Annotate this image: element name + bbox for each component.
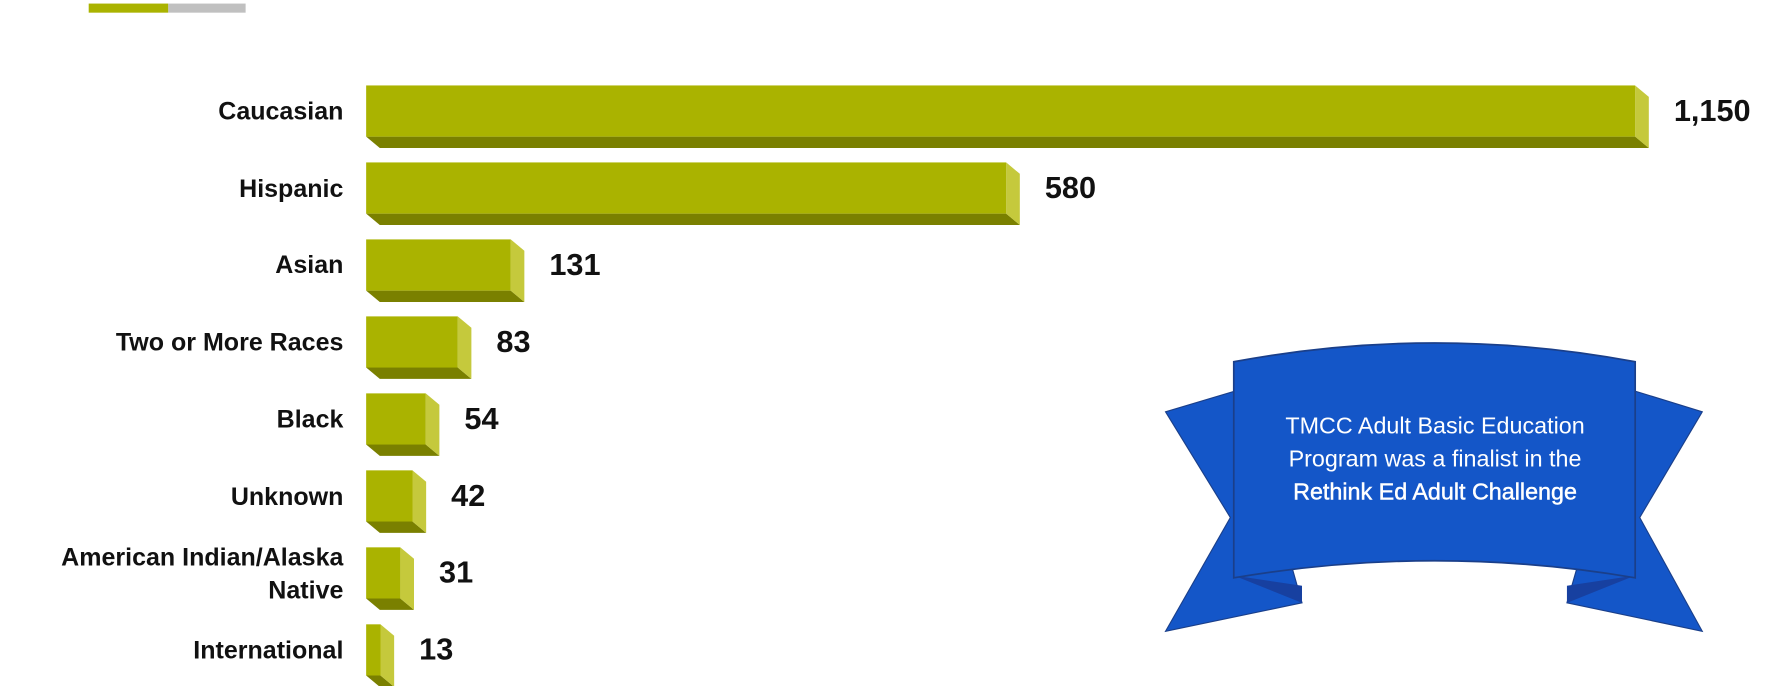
category-label: Asian	[275, 250, 344, 280]
category-label: Two or More Races	[115, 327, 344, 357]
ribbon-fold	[1566, 575, 1636, 603]
ribbon: TMCC Adult Basic Education Program was a…	[1164, 342, 1704, 633]
bars: Caucasian 1,150 Hispanic 580 Asian 131 Two or …	[61, 85, 1751, 687]
category-label: Caucasian	[218, 96, 344, 126]
decor-bar	[168, 3, 246, 13]
bar	[366, 162, 1007, 214]
decor-bar	[88, 3, 169, 13]
value-label: 13	[419, 632, 453, 667]
annotation: TMCC Adult Basic Education Program was a…	[1247, 410, 1622, 509]
bar-side	[1635, 85, 1649, 148]
bar-side	[412, 470, 427, 533]
category-label-box: International	[193, 635, 344, 665]
bar	[366, 316, 458, 368]
bar	[366, 239, 511, 291]
bar-side	[457, 316, 472, 379]
category-label-box: Caucasian	[218, 96, 344, 126]
category-label: Hispanic	[239, 173, 344, 203]
value-label: 42	[451, 478, 485, 513]
ribbon-text-box: TMCC Adult Basic Education Program was a…	[1247, 410, 1622, 509]
category-label-box: American Indian/Alaska Native	[61, 542, 344, 604]
bar-side	[380, 624, 395, 687]
category-label-box: Asian	[275, 250, 344, 280]
bar-bottom	[366, 367, 472, 379]
value-label: 131	[549, 247, 600, 282]
value-label: 54	[464, 401, 498, 436]
bar-side	[400, 547, 415, 610]
ribbon-fold	[1233, 575, 1302, 603]
category-label: Black	[276, 404, 344, 434]
bar-bottom	[366, 213, 1020, 225]
bar-bottom	[366, 444, 440, 456]
bar-side	[425, 393, 440, 456]
bar	[366, 393, 426, 445]
value-label: 83	[496, 324, 530, 359]
annotation-highlight: Rethink Ed Adult Challenge	[1293, 478, 1577, 506]
category-label-box: Unknown	[230, 481, 344, 511]
category-label: American Indian/Alaska Native	[61, 542, 344, 604]
bar-bottom	[366, 521, 427, 533]
bar	[366, 624, 381, 676]
annotation-text: TMCC Adult Basic Education Program was a…	[1285, 412, 1585, 473]
value-label: 580	[1045, 170, 1096, 205]
value-label: 1,150	[1674, 93, 1751, 128]
category-label-box: Hispanic	[239, 173, 344, 203]
bar-bottom	[366, 136, 1649, 148]
ribbon-body	[1232, 342, 1637, 579]
bar-bottom	[366, 290, 525, 302]
bar	[366, 85, 1636, 137]
bar-bottom	[366, 675, 395, 687]
bar	[366, 547, 401, 599]
category-label: International	[193, 635, 344, 665]
category-label-box: Black	[276, 404, 344, 434]
bar-side	[510, 239, 525, 302]
category-label-box: Two or More Races	[115, 327, 344, 357]
bar	[366, 470, 413, 522]
bar-bottom	[366, 598, 415, 610]
value-label: 31	[439, 555, 473, 590]
category-label: Unknown	[230, 481, 344, 511]
bar-side	[1006, 162, 1020, 225]
